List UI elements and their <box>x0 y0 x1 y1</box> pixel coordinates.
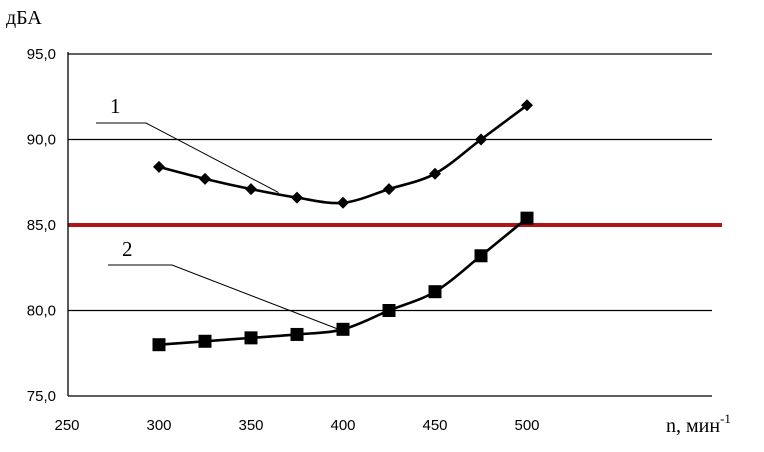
series-1-point <box>475 133 487 146</box>
series-2-point <box>198 334 212 348</box>
series-1-point <box>245 183 257 196</box>
y-tick-labels: 75,0 80,0 85,0 90,0 95,0 <box>27 46 56 405</box>
callout-leader-line <box>96 122 279 193</box>
series-2-point <box>336 322 350 336</box>
series-2-point <box>244 331 258 345</box>
series-2-point <box>474 249 488 263</box>
series-2-point <box>428 285 442 299</box>
series-1-point <box>291 191 303 204</box>
series-1-point <box>429 167 441 180</box>
series-1-point <box>153 160 165 173</box>
y-tick-label: 80,0 <box>27 303 56 320</box>
y-tick-label: 90,0 <box>27 132 56 149</box>
x-axis-title-text: n, мин <box>666 415 720 437</box>
series-2-point <box>290 327 304 341</box>
series-1-point <box>337 196 349 209</box>
series-1-point <box>383 183 395 196</box>
callout-label: 1 <box>110 94 121 118</box>
y-tick-label: 95,0 <box>27 46 56 63</box>
series-1-line <box>158 104 528 205</box>
x-axis-title: n, мин-1 <box>666 411 731 437</box>
series-2-point <box>382 304 396 317</box>
series-2-point <box>152 338 166 352</box>
series-1-point <box>199 172 211 185</box>
x-axis-title-exponent: -1 <box>720 411 731 426</box>
x-tick-label: 300 <box>146 417 171 434</box>
series-markers <box>152 99 534 352</box>
y-tick-label: 85,0 <box>27 217 56 234</box>
x-tick-label: 500 <box>514 417 539 434</box>
x-tick-label: 450 <box>422 417 447 434</box>
y-axis-title: дБА <box>6 7 42 29</box>
axes <box>67 52 712 397</box>
callout-label: 2 <box>122 237 133 261</box>
series-2-point <box>520 211 534 225</box>
x-tick-label: 400 <box>330 417 355 434</box>
series-callouts: 12 <box>96 94 344 332</box>
x-tick-label: 350 <box>238 417 263 434</box>
series-1-point <box>521 99 533 112</box>
x-tick-labels: 250 300 350 400 450 500 <box>54 417 539 434</box>
y-tick-label: 75,0 <box>27 388 56 405</box>
gridlines <box>68 53 712 312</box>
x-tick-label: 250 <box>54 417 79 434</box>
callout-leader-line <box>108 264 344 332</box>
